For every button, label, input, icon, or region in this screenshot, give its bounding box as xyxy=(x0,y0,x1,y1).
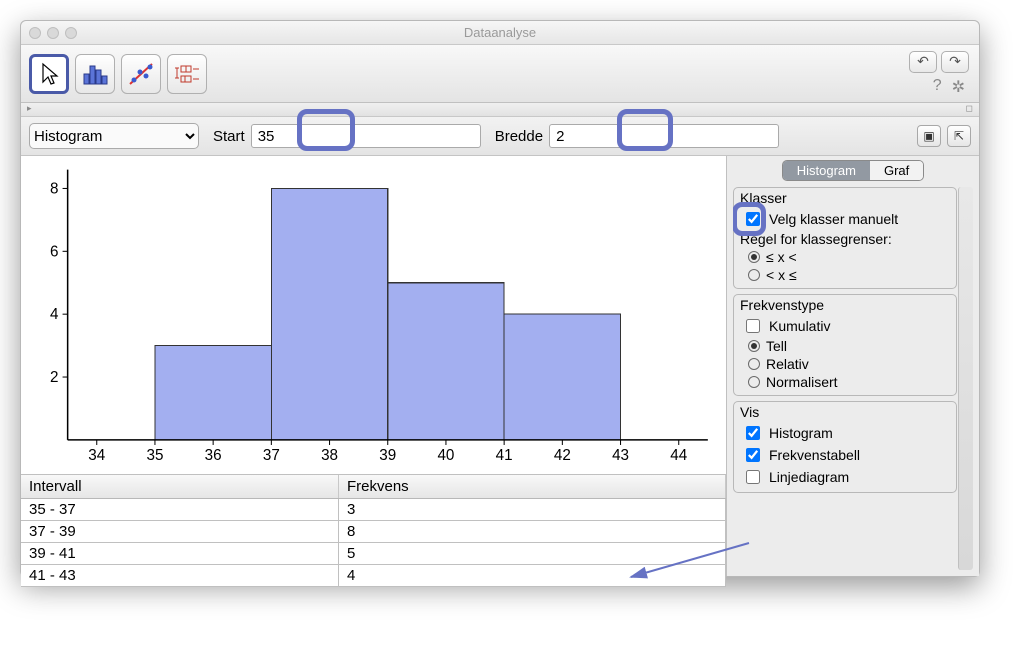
side-tabs: Histogram Graf xyxy=(782,160,925,181)
freq-opt-normalisert[interactable] xyxy=(748,376,760,388)
start-label: Start xyxy=(213,128,245,145)
group-frekvenstype: Frekvenstype Kumulativ Tell Relativ Norm… xyxy=(733,294,957,396)
vis-linjediagram-checkbox[interactable] xyxy=(746,470,760,484)
svg-text:35: 35 xyxy=(146,447,163,464)
rule-label: Regel for klassegrenser: xyxy=(738,230,952,248)
tab-histogram[interactable]: Histogram xyxy=(783,161,870,180)
minimize-icon[interactable] xyxy=(47,27,59,39)
group-klasser: Klasser Velg klasser manuelt Regel for k… xyxy=(733,187,957,289)
side-panel: Histogram Graf Klasser Velg klasser manu… xyxy=(727,156,979,576)
play-button[interactable]: ▣ xyxy=(917,125,941,147)
svg-text:43: 43 xyxy=(612,447,629,464)
bars-icon xyxy=(82,62,108,86)
window-title: Dataanalyse xyxy=(21,25,979,40)
expand-right-icon[interactable]: ◻ xyxy=(966,103,973,116)
svg-text:8: 8 xyxy=(50,181,58,198)
manual-classes-checkbox[interactable] xyxy=(746,212,760,226)
tool-scatter[interactable] xyxy=(121,54,161,94)
table-header: Intervall Frekvens xyxy=(21,475,726,499)
redo-button[interactable]: ↷ xyxy=(941,51,969,73)
left-column: 2 4 6 8 34 35 36 37 38 39 40 41 42 43 44 Intervall Fre… xyxy=(21,156,727,576)
col-interval: Intervall xyxy=(21,475,339,498)
help-icon[interactable]: ? xyxy=(933,77,942,97)
cumulative-checkbox[interactable] xyxy=(746,319,760,333)
manual-classes-label: Velg klasser manuelt xyxy=(769,211,898,227)
expand-left-icon[interactable]: ▸ xyxy=(27,103,32,116)
svg-text:44: 44 xyxy=(670,447,687,464)
popout-button[interactable]: ⇱ xyxy=(947,125,971,147)
svg-text:34: 34 xyxy=(88,447,105,464)
traffic-lights xyxy=(29,27,77,39)
svg-text:38: 38 xyxy=(321,447,338,464)
frequency-table: Intervall Frekvens 35 - 37337 - 39839 - … xyxy=(21,475,726,587)
svg-text:36: 36 xyxy=(205,447,222,464)
pointer-icon xyxy=(39,62,59,86)
tab-graf[interactable]: Graf xyxy=(870,161,923,180)
group-vis: Vis Histogram Frekvenstabell Linjediagra… xyxy=(733,401,957,493)
svg-text:2: 2 xyxy=(50,369,58,386)
undo-button[interactable]: ↶ xyxy=(909,51,937,73)
table-row: 39 - 415 xyxy=(21,543,726,565)
control-bar: Histogram Start Bredde ▣ ⇱ xyxy=(21,117,979,156)
table-row: 35 - 373 xyxy=(21,499,726,521)
rule-opt-0[interactable] xyxy=(748,251,760,263)
table-row: 41 - 434 xyxy=(21,565,726,587)
svg-text:40: 40 xyxy=(437,447,454,464)
width-label: Bredde xyxy=(495,128,543,145)
thin-bar: ▸ ◻ xyxy=(21,103,979,117)
boxplot-icon xyxy=(173,62,201,86)
histogram-svg: 2 4 6 8 34 35 36 37 38 39 40 41 42 43 44 xyxy=(27,162,718,470)
zoom-icon[interactable] xyxy=(65,27,77,39)
tool-pointer[interactable] xyxy=(29,54,69,94)
tool-histogram[interactable] xyxy=(75,54,115,94)
vis-histogram-checkbox[interactable] xyxy=(746,426,760,440)
table-row: 37 - 398 xyxy=(21,521,726,543)
vis-frekvenstabell-checkbox[interactable] xyxy=(746,448,760,462)
vis-title: Vis xyxy=(738,404,952,420)
app-window: Dataanalyse xyxy=(20,20,980,577)
freq-opt-relativ[interactable] xyxy=(748,358,760,370)
titlebar: Dataanalyse xyxy=(21,21,979,45)
klasser-title: Klasser xyxy=(738,190,952,206)
svg-text:6: 6 xyxy=(50,243,58,260)
svg-text:37: 37 xyxy=(263,447,280,464)
scatter-icon xyxy=(128,62,154,86)
svg-text:41: 41 xyxy=(496,447,513,464)
gear-icon[interactable]: ✲ xyxy=(952,77,965,97)
toolbar: ↶ ↷ ? ✲ xyxy=(21,45,979,103)
panel-scroll[interactable]: Klasser Velg klasser manuelt Regel for k… xyxy=(733,187,973,570)
histogram-chart: 2 4 6 8 34 35 36 37 38 39 40 41 42 43 44 xyxy=(21,156,726,475)
tool-boxplot[interactable] xyxy=(167,54,207,94)
svg-text:42: 42 xyxy=(554,447,571,464)
start-input[interactable] xyxy=(251,124,481,148)
width-input[interactable] xyxy=(549,124,779,148)
freq-opt-tell[interactable] xyxy=(748,340,760,352)
frekvenstype-title: Frekvenstype xyxy=(738,297,952,313)
rule-opt-1[interactable] xyxy=(748,269,760,281)
main-area: 2 4 6 8 34 35 36 37 38 39 40 41 42 43 44 Intervall Fre… xyxy=(21,156,979,576)
col-frequency: Frekvens xyxy=(339,475,726,498)
svg-text:39: 39 xyxy=(379,447,396,464)
close-icon[interactable] xyxy=(29,27,41,39)
chart-type-select[interactable]: Histogram xyxy=(29,123,199,149)
cumulative-label: Kumulativ xyxy=(769,318,830,334)
svg-text:4: 4 xyxy=(50,306,59,323)
